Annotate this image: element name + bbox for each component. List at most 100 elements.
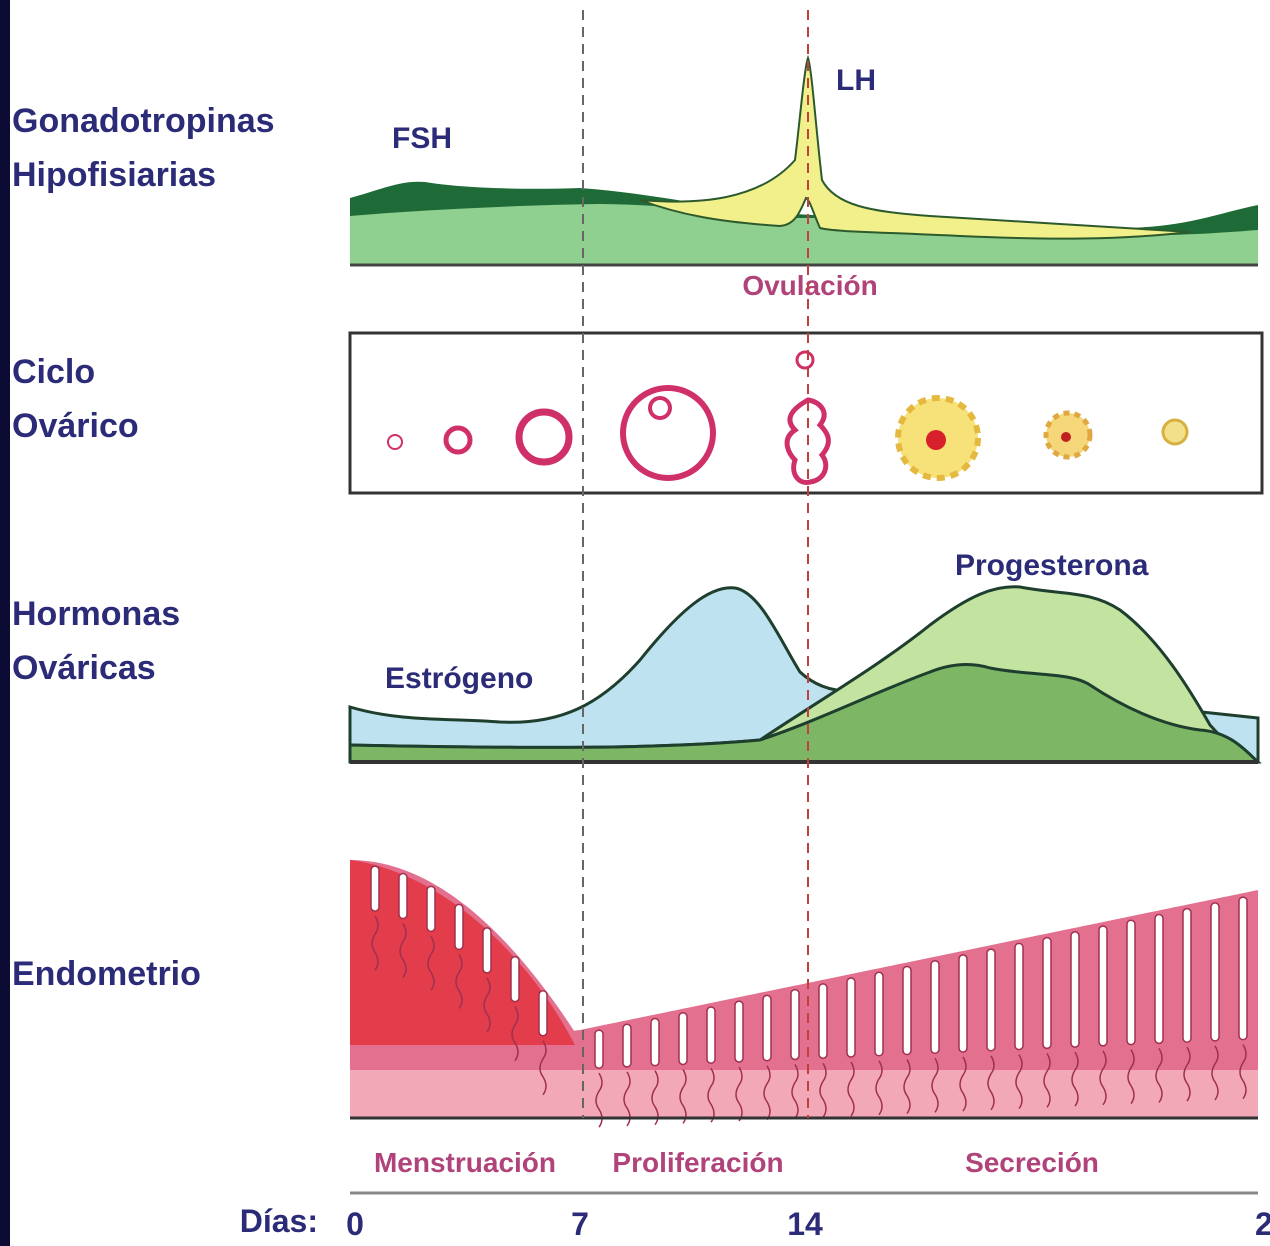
gland-base bbox=[931, 1057, 939, 1113]
basal-layer bbox=[350, 1068, 1258, 1118]
row-label: Ovárico bbox=[12, 407, 139, 445]
gland-base bbox=[651, 1070, 659, 1126]
gland-base bbox=[959, 1056, 967, 1112]
gland-base bbox=[875, 1060, 883, 1116]
gland bbox=[762, 994, 772, 1062]
gland-base bbox=[1071, 1051, 1079, 1107]
gland-base bbox=[987, 1055, 995, 1111]
gland-base bbox=[1183, 1046, 1191, 1102]
lh-area bbox=[639, 54, 1191, 240]
gland-base bbox=[483, 977, 491, 1033]
row-label: Ováricas bbox=[12, 649, 156, 687]
row-label: Gonadotropinas bbox=[12, 102, 275, 140]
gland bbox=[706, 1006, 716, 1064]
row-label: Hipofisiarias bbox=[12, 156, 216, 194]
gland bbox=[678, 1011, 688, 1066]
gland-base bbox=[791, 1064, 799, 1119]
gland-base bbox=[427, 935, 435, 991]
gland bbox=[1126, 919, 1136, 1046]
day-tick-label: 7 bbox=[571, 1206, 589, 1242]
gland-base bbox=[1239, 1044, 1247, 1100]
gland bbox=[398, 872, 408, 920]
ovulation-label: Ovulación bbox=[742, 270, 877, 301]
gland bbox=[538, 989, 548, 1037]
gland bbox=[902, 965, 912, 1056]
gland bbox=[594, 1029, 604, 1069]
gland-base bbox=[399, 923, 407, 979]
gland bbox=[1042, 936, 1052, 1050]
follicle bbox=[443, 425, 473, 455]
gland bbox=[846, 977, 856, 1058]
gland bbox=[1014, 942, 1024, 1051]
day-tick-label: 28 bbox=[1255, 1206, 1270, 1242]
gland-base bbox=[511, 1006, 519, 1062]
progesterone-label: Progesterona bbox=[955, 549, 1149, 582]
phase-label: Secreción bbox=[965, 1147, 1099, 1178]
gland bbox=[370, 865, 380, 912]
gland bbox=[454, 903, 464, 951]
gland bbox=[1070, 931, 1080, 1048]
gland bbox=[1098, 925, 1108, 1047]
follicles bbox=[387, 350, 831, 486]
gland bbox=[986, 948, 996, 1052]
gland-base bbox=[455, 954, 463, 1009]
gland bbox=[482, 927, 492, 974]
left-strip bbox=[0, 0, 10, 1246]
row-label: Ciclo bbox=[12, 353, 95, 391]
gland-base bbox=[707, 1067, 715, 1123]
gland-base bbox=[763, 1065, 771, 1121]
estrogen-label: Estrógeno bbox=[385, 662, 533, 695]
gland-base bbox=[1099, 1050, 1107, 1106]
gland bbox=[1238, 896, 1248, 1041]
gland-base bbox=[1015, 1054, 1023, 1110]
ruptured-follicle bbox=[784, 397, 831, 486]
gland-base bbox=[819, 1062, 827, 1118]
gland bbox=[790, 988, 800, 1061]
gland bbox=[958, 954, 968, 1053]
gland-base bbox=[903, 1059, 911, 1114]
functional-layer bbox=[350, 860, 1258, 1070]
day-tick-label: 14 bbox=[787, 1206, 823, 1242]
endometrium bbox=[350, 860, 1258, 1128]
fsh-label: FSH bbox=[392, 122, 452, 155]
progesterone-dark bbox=[348, 663, 1262, 764]
gland bbox=[1210, 902, 1220, 1042]
follicle bbox=[387, 434, 403, 450]
released-oocyte bbox=[795, 350, 815, 370]
gland-base bbox=[1127, 1049, 1135, 1105]
gland bbox=[1154, 913, 1164, 1045]
gland bbox=[650, 1017, 660, 1067]
axis-label: Días: bbox=[240, 1203, 318, 1239]
gland-base bbox=[735, 1066, 743, 1122]
ovary-box bbox=[348, 331, 1264, 495]
gland-base bbox=[1155, 1047, 1163, 1103]
row-label: Endometrio bbox=[12, 955, 201, 993]
gland bbox=[1182, 907, 1192, 1043]
corpus-center bbox=[1061, 432, 1071, 442]
row-label: Hormonas bbox=[12, 595, 180, 633]
gland-base bbox=[371, 915, 379, 971]
gland bbox=[930, 959, 940, 1055]
gland bbox=[622, 1023, 632, 1068]
gland bbox=[818, 983, 828, 1059]
fsh-inner bbox=[350, 204, 1258, 265]
corpus-center bbox=[926, 430, 946, 450]
oocyte bbox=[648, 396, 672, 420]
phase-label: Proliferación bbox=[612, 1147, 783, 1178]
gland-base bbox=[847, 1061, 855, 1117]
corpus-albicans bbox=[1161, 418, 1189, 446]
gland-base bbox=[679, 1069, 687, 1124]
phase-label: Menstruación bbox=[374, 1147, 556, 1178]
gland-base bbox=[539, 1040, 547, 1096]
lh-label: LH bbox=[836, 64, 876, 97]
day-tick-label: 0 bbox=[346, 1206, 364, 1242]
follicle bbox=[515, 408, 573, 466]
gland bbox=[510, 955, 520, 1003]
gland-base bbox=[1211, 1045, 1219, 1101]
gland bbox=[426, 885, 436, 933]
gland bbox=[734, 1000, 744, 1063]
follicle bbox=[620, 385, 716, 481]
gland-base bbox=[1043, 1052, 1051, 1108]
gland bbox=[874, 971, 884, 1057]
